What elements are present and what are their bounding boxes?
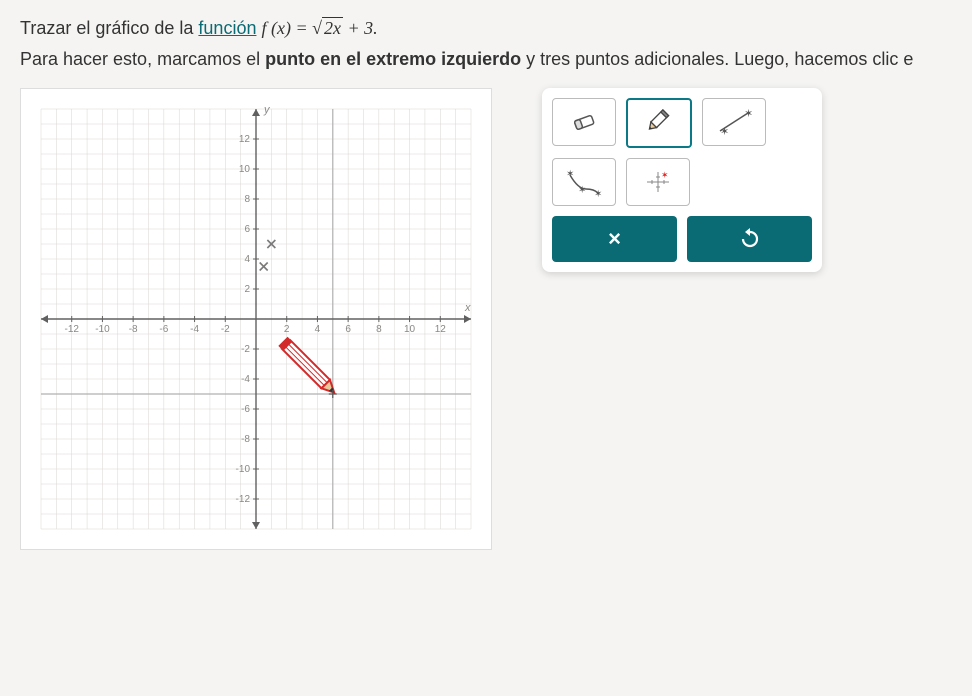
svg-text:-6: -6	[241, 404, 250, 415]
undo-button[interactable]	[687, 216, 812, 262]
svg-text:6: 6	[345, 324, 351, 335]
instruction-line-2: Para hacer esto, marcamos el punto en el…	[20, 49, 952, 70]
svg-text:-6: -6	[159, 324, 168, 335]
svg-text:8: 8	[244, 194, 250, 205]
svg-text:12: 12	[435, 324, 447, 335]
clear-button[interactable]: ×	[552, 216, 677, 262]
svg-text:6: 6	[244, 224, 250, 235]
svg-text:-8: -8	[129, 324, 138, 335]
function-link[interactable]: función	[198, 18, 256, 38]
svg-text:-12: -12	[64, 324, 79, 335]
svg-text:-2: -2	[221, 324, 230, 335]
curve-tool[interactable]: ✶ ✶ ✶	[552, 158, 616, 206]
function-expression: f (x) = 2x + 3.	[261, 18, 377, 38]
eraser-tool[interactable]	[552, 98, 616, 146]
svg-text:-4: -4	[241, 374, 250, 385]
svg-text:✶: ✶	[594, 189, 602, 197]
svg-text:y: y	[263, 104, 271, 116]
svg-text:-4: -4	[190, 324, 199, 335]
svg-text:4: 4	[315, 324, 321, 335]
coordinate-grid[interactable]: -12 -12 -10 -10 -8 -8 -6 -6 -4 -4 -2 -2 2 2 4 4 6 6 8 8 10 10…	[20, 88, 492, 550]
instruction-line-1: Trazar el gráfico de la función f (x) = …	[20, 18, 952, 39]
svg-text:✶: ✶	[720, 126, 729, 137]
pencil-tool[interactable]	[626, 98, 692, 148]
svg-text:12: 12	[239, 134, 251, 145]
svg-text:-8: -8	[241, 434, 250, 445]
svg-text:10: 10	[239, 164, 251, 175]
svg-text:2: 2	[244, 284, 250, 295]
tool-palette: ✶ ✶ ✶ ✶ ✶	[542, 88, 822, 272]
svg-text:10: 10	[404, 324, 416, 335]
line-tool[interactable]: ✶ ✶	[702, 98, 766, 146]
instr-prefix: Trazar el gráfico de la	[20, 18, 198, 38]
close-icon: ×	[608, 226, 621, 252]
svg-text:-2: -2	[241, 344, 250, 355]
point-grid-tool[interactable]: ✶	[626, 158, 690, 206]
svg-text:-12: -12	[236, 494, 251, 505]
svg-text:✶: ✶	[661, 170, 669, 180]
svg-text:8: 8	[376, 324, 382, 335]
svg-text:x: x	[464, 302, 471, 314]
svg-text:-10: -10	[236, 464, 251, 475]
svg-text:✶: ✶	[578, 185, 586, 196]
svg-text:4: 4	[244, 254, 250, 265]
undo-icon	[738, 227, 762, 251]
svg-text:-10: -10	[95, 324, 110, 335]
svg-text:2: 2	[284, 324, 290, 335]
svg-text:✶: ✶	[566, 169, 574, 180]
svg-text:✶: ✶	[744, 108, 753, 120]
